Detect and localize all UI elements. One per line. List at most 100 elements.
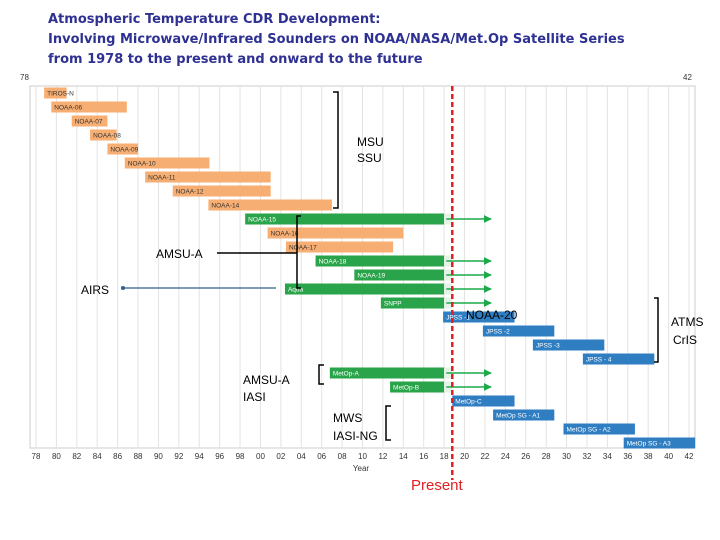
x-tick-label: 42	[685, 452, 694, 461]
bar-label: Aqua	[288, 287, 304, 294]
x-tick-label: 28	[542, 452, 551, 461]
bar-label: MetOp-C	[455, 399, 482, 406]
title-line-2: Involving Microwave/Infrared Sounders on…	[48, 32, 625, 47]
bar-noaa-16	[267, 227, 404, 239]
x-tick-label: 12	[378, 452, 387, 461]
x-tick-label: 26	[521, 452, 530, 461]
x-tick-label: 86	[113, 452, 122, 461]
bar-label: JPSS - 4	[586, 357, 612, 364]
bar-label: NOAA-11	[148, 175, 176, 182]
x-tick-label: 04	[297, 452, 306, 461]
x-tick-label: 02	[276, 452, 285, 461]
bar-label: MetOp-B	[393, 385, 419, 392]
title-line-1: Atmospheric Temperature CDR Development:	[48, 12, 381, 27]
x-tick-label: 78	[32, 452, 41, 461]
x-tick-label: 10	[358, 452, 367, 461]
bar-noaa-17	[285, 241, 394, 253]
x-tick-label: 38	[644, 452, 653, 461]
bar-label: TIROS-N	[47, 91, 74, 98]
bar-label: JPSS -3	[536, 343, 560, 350]
amsu-a-iasi-bracket	[318, 364, 324, 385]
bar-tiros-n	[44, 87, 67, 99]
bar-noaa-18	[315, 255, 445, 267]
bar-noaa-07	[71, 115, 108, 127]
corner-label-left: 78	[20, 73, 29, 82]
x-tick-label: 22	[480, 452, 489, 461]
title-line-3: from 1978 to the present and onward to t…	[48, 52, 423, 67]
bar-snpp	[380, 297, 445, 309]
x-tick-label: 34	[603, 452, 612, 461]
chart-title: Atmospheric Temperature CDR Development:…	[48, 10, 708, 70]
bar-label: MetOp SG - A1	[496, 413, 540, 420]
x-tick-label: 18	[440, 452, 449, 461]
x-tick-label: 40	[664, 452, 673, 461]
bar-jpss-1	[443, 311, 515, 323]
bar-noaa-19	[354, 269, 445, 281]
bar-noaa-08	[90, 129, 117, 141]
bar-noaa-15	[245, 213, 445, 225]
bar-label: NOAA-14	[211, 203, 239, 210]
bar-label: NOAA-18	[319, 259, 347, 266]
annotation-msu: MSU	[357, 135, 384, 149]
x-tick-label: 30	[562, 452, 571, 461]
bar-label: MetOp SG - A2	[567, 427, 611, 434]
x-tick-label: 20	[460, 452, 469, 461]
bar-label: NOAA-17	[289, 245, 317, 252]
bar-label: NOAA-19	[357, 273, 385, 280]
bar-metop-b	[390, 381, 445, 393]
bar-label: JPSS -1	[446, 315, 470, 322]
annotation-airs: AIRS	[81, 283, 109, 297]
bar-noaa-10	[124, 157, 210, 169]
bar-label: NOAA-08	[93, 133, 121, 140]
annotation-mws: MWS	[333, 411, 362, 425]
annotation-amsu-a: AMSU-A	[156, 247, 203, 261]
bar-aqua	[284, 283, 445, 295]
amsu-a-bracket	[296, 215, 301, 289]
bar-label: MetOp-A	[333, 371, 360, 378]
bar-label: MetOp SG - A3	[627, 441, 671, 448]
x-tick-label: 32	[583, 452, 592, 461]
x-tick-label: 98	[236, 452, 245, 461]
bar-label: NOAA-06	[54, 105, 82, 112]
bar-metop-sg-a3	[623, 437, 696, 449]
x-tick-label: 90	[154, 452, 163, 461]
bar-label: NOAA-12	[176, 189, 204, 196]
bar-metop-sg-a1	[493, 409, 555, 421]
bar-jpss-2	[482, 325, 555, 337]
x-tick-label: 92	[174, 452, 183, 461]
x-tick-label: 88	[134, 452, 143, 461]
x-tick-label: 82	[72, 452, 81, 461]
bar-jpss-4	[582, 353, 655, 365]
bar-label: JPSS -2	[486, 329, 510, 336]
bar-noaa-12	[172, 185, 271, 197]
annotation-iasi-ng: IASI-NG	[333, 429, 378, 443]
airs-connector-dot	[121, 286, 125, 290]
bar-metop-sg-a2	[563, 423, 635, 435]
bar-jpss-3	[532, 339, 605, 351]
annotation-noaa-20: NOAA-20	[466, 308, 518, 322]
x-tick-label: 06	[317, 452, 326, 461]
annotation-atms: ATMS	[671, 315, 703, 329]
x-tick-label: 16	[419, 452, 428, 461]
bar-noaa-14	[208, 199, 332, 211]
x-tick-label: 80	[52, 452, 61, 461]
x-tick-label: 84	[93, 452, 102, 461]
annotation-iasi: IASI	[243, 390, 266, 404]
bar-metop-a	[329, 367, 445, 379]
atms-cris-bracket	[654, 297, 659, 363]
bar-noaa-06	[51, 101, 127, 113]
x-tick-label: 08	[338, 452, 347, 461]
bar-label: NOAA-16	[271, 231, 299, 238]
annotation-cris: CrIS	[673, 333, 697, 347]
bar-noaa-09	[107, 143, 139, 155]
x-tick-label: 94	[195, 452, 204, 461]
bar-noaa-11	[145, 171, 271, 183]
bar-label: NOAA-09	[110, 147, 138, 154]
x-axis-label: Year	[353, 464, 370, 473]
annotation-ssu: SSU	[357, 151, 382, 165]
msu-ssu-bracket	[333, 91, 339, 209]
mws-iasi-ng-bracket	[385, 405, 391, 441]
x-tick-label: 14	[399, 452, 408, 461]
x-tick-label: 36	[623, 452, 632, 461]
